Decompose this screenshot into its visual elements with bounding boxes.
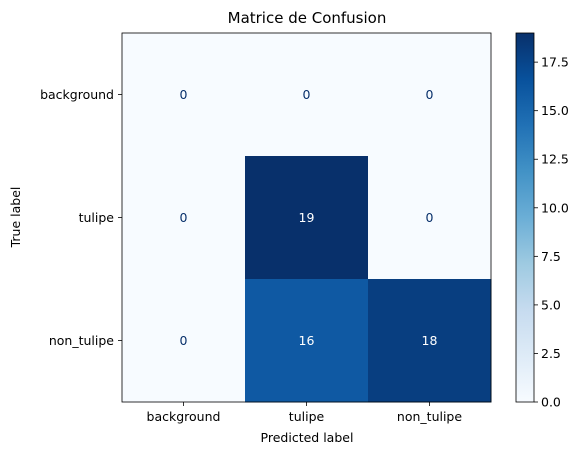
chart-title: Matrice de Confusion — [228, 9, 387, 27]
colorbar-ticks: 0.0 2.5 5.0 7.5 10.0 12.5 15.0 17.5 — [534, 55, 569, 410]
cell-value-label: 0 — [303, 87, 311, 102]
x-tick-label: non_tulipe — [397, 409, 462, 424]
cell-value-label: 18 — [422, 333, 438, 348]
heatmap-cell-background-tulipe — [245, 33, 369, 157]
cell-value-label: 16 — [299, 333, 315, 348]
heatmap-cell-tulipe-background — [122, 156, 246, 280]
heatmap-cell-non_tulipe-tulipe — [245, 279, 369, 403]
colorbar-tick-label: 10.0 — [541, 200, 569, 215]
colorbar-tick-label: 2.5 — [541, 346, 561, 361]
cell-value-label: 19 — [299, 210, 315, 225]
cell-value-label: 0 — [180, 210, 188, 225]
heatmap-cell-non_tulipe-background — [122, 279, 246, 403]
colorbar — [515, 32, 535, 403]
colorbar-tick-label: 7.5 — [541, 249, 561, 264]
cell-value-label: 0 — [180, 333, 188, 348]
y-tick-label: background — [40, 87, 114, 102]
heatmap-cell-background-non_tulipe — [368, 33, 492, 157]
heatmap-cell-labels: 0 0 0 0 19 0 0 16 18 — [180, 87, 438, 348]
x-tick-label: tulipe — [289, 409, 325, 424]
colorbar-tick-label: 17.5 — [541, 55, 569, 70]
heatmap-cells — [122, 33, 492, 403]
heatmap-cell-background-background — [122, 33, 246, 157]
x-axis-label: Predicted label — [261, 430, 354, 445]
colorbar-tick-label: 12.5 — [541, 152, 569, 167]
y-tick-label: non_tulipe — [49, 333, 114, 348]
y-axis-ticks: background tulipe non_tulipe — [40, 87, 122, 348]
cell-value-label: 0 — [426, 87, 434, 102]
heatmap-cell-tulipe-non_tulipe — [368, 156, 492, 280]
colorbar-tick-label: 0.0 — [541, 395, 561, 410]
cell-value-label: 0 — [426, 210, 434, 225]
heatmap-cell-non_tulipe-non_tulipe — [368, 279, 492, 403]
cell-value-label: 0 — [180, 87, 188, 102]
y-axis-label: True label — [8, 187, 23, 249]
x-tick-label: background — [147, 409, 221, 424]
y-tick-label: tulipe — [79, 210, 115, 225]
colorbar-tick-label: 5.0 — [541, 297, 561, 312]
heatmap-cell-tulipe-tulipe — [245, 156, 369, 280]
colorbar-tick-label: 15.0 — [541, 103, 569, 118]
x-axis-ticks: background tulipe non_tulipe — [147, 402, 462, 424]
